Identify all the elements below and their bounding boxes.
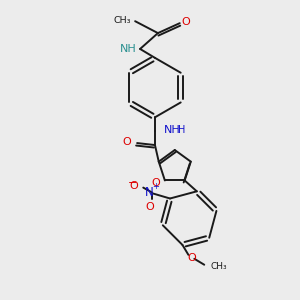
Text: NH: NH (164, 125, 181, 135)
Text: O: O (130, 181, 138, 190)
Text: O: O (187, 253, 196, 263)
Text: O: O (122, 137, 131, 147)
Text: CH₃: CH₃ (210, 262, 227, 271)
Text: −: − (128, 178, 137, 188)
Text: H: H (178, 125, 185, 135)
Text: O: O (181, 17, 190, 27)
Text: CH₃: CH₃ (114, 16, 131, 25)
Text: O: O (151, 178, 160, 188)
Text: N: N (144, 186, 153, 199)
Text: +: + (152, 182, 159, 191)
Text: O: O (146, 202, 154, 212)
Text: NH: NH (119, 44, 136, 54)
